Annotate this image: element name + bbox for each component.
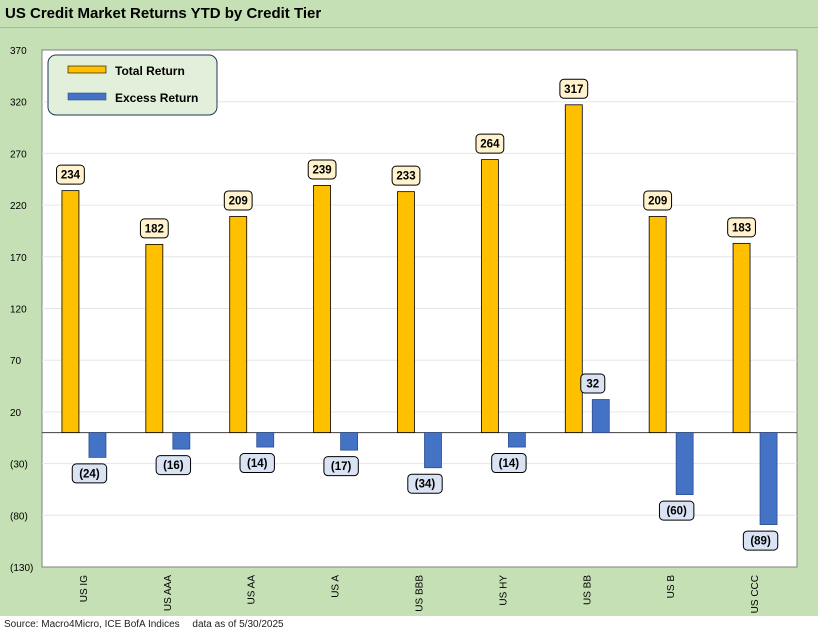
excess-return-label: (24) (79, 468, 100, 480)
chart-frame: 370 320 270 220 170 120 70 20 (30) (80) (130) 234 (2… (0, 28, 818, 616)
total-return-label: 317 (564, 84, 583, 96)
total-return-bar (648, 216, 667, 433)
excess-return-label-box (155, 455, 192, 476)
excess-return-label-box (580, 373, 606, 394)
total-return-bar (61, 190, 80, 433)
total-return-label-box (56, 164, 85, 185)
data-date: data as of 5/30/2025 (192, 619, 284, 630)
total-return-label: 264 (480, 139, 500, 151)
legend-total-label: Total Return (115, 64, 185, 78)
total-return-label-box (391, 165, 421, 186)
excess-return-bar (256, 432, 275, 448)
total-return-label-box (475, 133, 505, 154)
legend-excess-swatch (67, 92, 107, 101)
y-tick-label: (30) (10, 460, 28, 471)
excess-return-label-box (658, 500, 695, 521)
y-tick-label: 270 (10, 149, 27, 160)
y-tick-label: (130) (10, 563, 33, 574)
total-return-label: 233 (396, 171, 415, 183)
total-return-label: 239 (313, 164, 332, 176)
total-return-bar (229, 216, 248, 433)
excess-return-bar (340, 432, 359, 451)
excess-return-bar (424, 432, 442, 469)
category-label: US AA (247, 575, 258, 605)
total-return-bar (313, 185, 332, 433)
y-tick-label: 220 (10, 201, 27, 212)
excess-return-bar (507, 432, 526, 448)
y-tick-label: 20 (10, 408, 22, 419)
excess-return-bar (172, 432, 191, 450)
category-label: US CCC (750, 575, 761, 613)
excess-return-bar (759, 432, 778, 526)
total-return-bar (145, 243, 164, 433)
total-return-label-box (643, 190, 673, 211)
y-tick-label: 370 (10, 46, 27, 57)
excess-return-label: (14) (499, 458, 520, 470)
source-note: Source: Macro4Micro, ICE BofA Indices da… (4, 619, 294, 630)
category-label: US AAA (163, 575, 174, 611)
excess-return-label: (60) (666, 506, 687, 518)
total-return-label: 209 (229, 195, 248, 207)
total-return-label-box (223, 190, 253, 211)
excess-return-bar (88, 432, 107, 458)
excess-return-bar (675, 432, 694, 496)
excess-return-label-box (71, 463, 108, 484)
title-bar: US Credit Market Returns YTD by Credit T… (0, 0, 818, 28)
legend-total-swatch (67, 65, 107, 74)
y-tick-label: 70 (10, 356, 22, 367)
category-label: US BB (582, 575, 593, 605)
category-label: US B (666, 575, 677, 599)
total-return-label-box (727, 217, 756, 238)
total-return-bar (564, 104, 583, 433)
category-label: US BBB (415, 575, 426, 612)
total-return-label: 209 (648, 195, 667, 207)
source-text: Source: Macro4Micro, ICE BofA Indices (4, 619, 180, 630)
total-return-label-box (139, 218, 169, 239)
excess-return-label-box (239, 453, 275, 474)
total-return-bar (480, 159, 499, 433)
total-return-label-box (307, 159, 337, 180)
total-return-bar (397, 191, 415, 433)
excess-return-label: (34) (415, 479, 436, 491)
excess-return-label-box (407, 473, 443, 494)
excess-return-label-box (742, 530, 779, 551)
excess-return-label: (14) (247, 458, 268, 470)
y-tick-label: 320 (10, 98, 27, 109)
legend-excess-label: Excess Return (115, 91, 198, 105)
bar-chart: 370 320 270 220 170 120 70 20 (30) (80) (130) 234 (2… (10, 46, 798, 613)
category-label: US IG (79, 575, 90, 602)
category-label: US A (331, 575, 342, 598)
total-return-label: 182 (145, 223, 164, 235)
total-return-label: 234 (61, 170, 81, 182)
excess-return-label: (17) (331, 461, 352, 473)
excess-return-bar (591, 399, 610, 433)
excess-return-label: (16) (163, 460, 184, 472)
page-title: US Credit Market Returns YTD by Credit T… (5, 5, 322, 22)
total-return-bar (732, 242, 751, 433)
y-tick-label: 120 (10, 305, 27, 316)
category-label: US HY (498, 575, 509, 606)
excess-return-label-box (323, 456, 359, 477)
y-tick-label: 170 (10, 253, 27, 264)
excess-return-label: 32 (586, 378, 599, 390)
excess-return-label-box (491, 453, 527, 474)
total-return-label-box (559, 78, 589, 99)
total-return-label: 183 (732, 222, 751, 234)
y-tick-label: (80) (10, 511, 28, 522)
excess-return-label: (89) (750, 536, 771, 548)
